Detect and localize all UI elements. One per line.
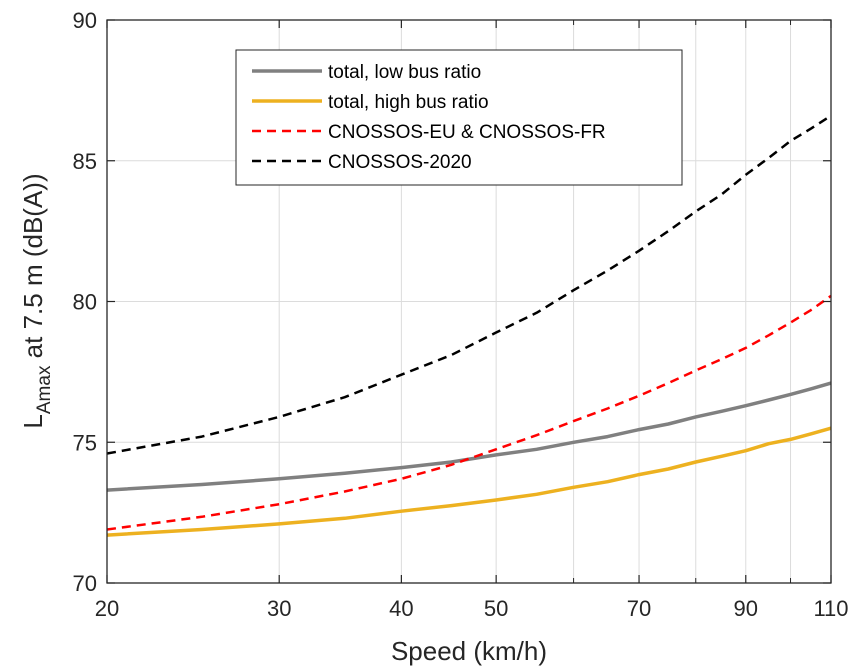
series-line [106, 114, 832, 455]
y-axis-label-main: L [18, 414, 48, 428]
legend-label: CNOSSOS-2020 [328, 152, 472, 173]
x-axis-label: Speed (km/h) [391, 636, 547, 666]
y-tick-label: 75 [73, 430, 97, 455]
x-tick-label: 90 [734, 596, 758, 621]
y-axis-label: LAmax at 7.5 m (dB(A)) [18, 173, 55, 428]
x-tick-label: 70 [627, 596, 651, 621]
legend-label: total, low bus ratio [328, 62, 481, 83]
y-tick-label: 85 [73, 149, 97, 174]
x-tick-label: 20 [95, 596, 119, 621]
y-axis-label-rest: at 7.5 m (dB(A)) [18, 173, 48, 365]
series-line [106, 426, 832, 537]
legend: total, low bus ratio total, high bus rati… [235, 49, 683, 186]
legend-items: total, low bus ratio total, high bus rati… [252, 62, 606, 173]
axis-ticks: 20 30 40 50 70 90 110 70 75 80 85 90 [73, 8, 849, 621]
legend-label: total, high bus ratio [328, 92, 489, 113]
series-line [106, 381, 832, 492]
x-tick-label: 50 [484, 596, 508, 621]
x-tick-label: 110 [813, 596, 848, 621]
y-tick-label: 90 [73, 8, 97, 33]
x-tick-label: 30 [267, 596, 291, 621]
y-axis-label-subscript: Amax [34, 365, 55, 414]
series-line [106, 294, 832, 531]
legend-label: CNOSSOS-EU & CNOSSOS-FR [328, 122, 606, 143]
x-tick-label: 40 [389, 596, 413, 621]
y-tick-label: 80 [73, 290, 97, 315]
data-series [106, 114, 832, 537]
y-tick-label: 70 [73, 571, 97, 596]
